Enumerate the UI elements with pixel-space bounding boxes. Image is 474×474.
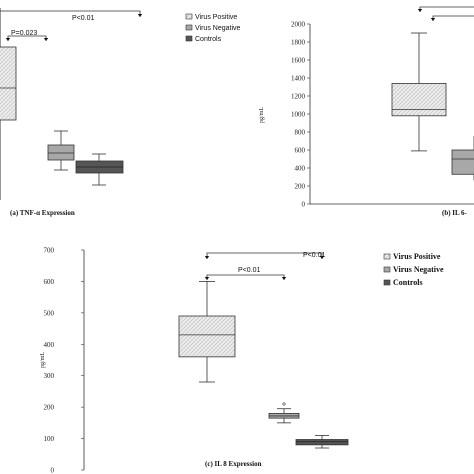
tnf-box-0 [0, 46, 17, 121]
tnf-legend-label-1: Virus Negative [195, 25, 241, 32]
tnf-legend-label-0: Virus Positive [195, 14, 237, 21]
tnf-bracket-narrow-arrow-right [43, 38, 49, 41]
il8-ytick-label-4: 400 [44, 341, 55, 349]
il8-legend-label-0: Virus Positive [393, 252, 441, 261]
il6-box-1 [451, 149, 474, 175]
il8-legend-swatch-0 [383, 253, 391, 260]
tnf-legend-swatch-0 [185, 13, 193, 20]
il8-bracket-narrow-arrow-left [204, 277, 210, 280]
il6-ytick-label-9: 1800 [291, 39, 306, 47]
il8-legend-swatch-2 [383, 279, 391, 286]
il6-ytick-label-10: 2000 [291, 21, 306, 29]
il8-box-2 [295, 439, 349, 446]
il8-pvalue-wide: P<0.01 [303, 252, 325, 259]
il8-y-axis-label: pg/mL [40, 352, 46, 368]
il8-legend-label-2: Controls [393, 278, 423, 287]
il8-panel-title: (c) IL 8 Expression [205, 460, 262, 468]
il8-ytick-label-2: 200 [44, 404, 55, 412]
il8-box-0 [178, 315, 236, 358]
il6-ytick-label-0: 0 [302, 201, 306, 209]
il8-legend-label-1: Virus Negative [393, 265, 444, 274]
il8-ytick-label-7: 700 [44, 247, 55, 255]
tnf-bracket-narrow-arrow-left [5, 38, 11, 41]
tnf-box-1 [47, 144, 75, 161]
il8-ytick-label-5: 500 [44, 309, 55, 317]
il6-ytick-label-5: 1000 [291, 111, 306, 119]
il6-ytick-label-3: 600 [295, 147, 306, 155]
tnf-pvalue-narrow: P=0.023 [11, 30, 37, 37]
il6-bracket-narrow [432, 15, 474, 21]
il6-panel-title: (b) IL 6- [442, 209, 468, 217]
il8-ytick-label-3: 300 [44, 372, 55, 380]
il8-ytick-label-0: 0 [51, 467, 55, 474]
il6-ytick-label-8: 1600 [291, 57, 306, 65]
il8-ytick-label-1: 100 [44, 435, 55, 443]
tnf-bracket-wide-arrow-right [137, 14, 143, 17]
il8-bracket-wide-arrow-left [204, 256, 210, 259]
il6-bracket-wide-arrow-left [417, 9, 423, 12]
il6-ytick-label-6: 1200 [291, 93, 306, 101]
il8-bracket-wide-arrow-right [319, 256, 325, 259]
il6-box-0 [391, 83, 447, 117]
il6-bracket-narrow-arrow-left [430, 18, 436, 21]
il6-ytick-label-2: 400 [295, 165, 306, 173]
tnf-legend-swatch-1 [185, 24, 193, 31]
il6-ytick-label-1: 200 [295, 183, 306, 191]
il8-bracket-narrow-arrow-right [281, 277, 287, 280]
il8-ytick-label-6: 600 [44, 278, 55, 286]
il6-y-axis-label: pg/mL [259, 107, 265, 123]
il8-bracket-narrow [206, 274, 285, 280]
tnf-pvalue-wide: P<0.01 [72, 15, 94, 22]
il8-legend-swatch-1 [383, 266, 391, 273]
il8-outlier-1-0 [282, 402, 286, 406]
tnf-legend-label-2: Controls [195, 36, 222, 43]
il8-pvalue-narrow: P<0.01 [238, 267, 260, 274]
il6-ytick-label-4: 800 [295, 129, 306, 137]
tnf-panel-title: (a) TNF-α Expression [10, 209, 75, 217]
il6-bracket-wide [419, 6, 474, 12]
tnf-legend-swatch-2 [185, 35, 193, 42]
tnf-bracket-wide [0, 10, 141, 17]
il6-ytick-label-7: 1400 [291, 75, 306, 83]
